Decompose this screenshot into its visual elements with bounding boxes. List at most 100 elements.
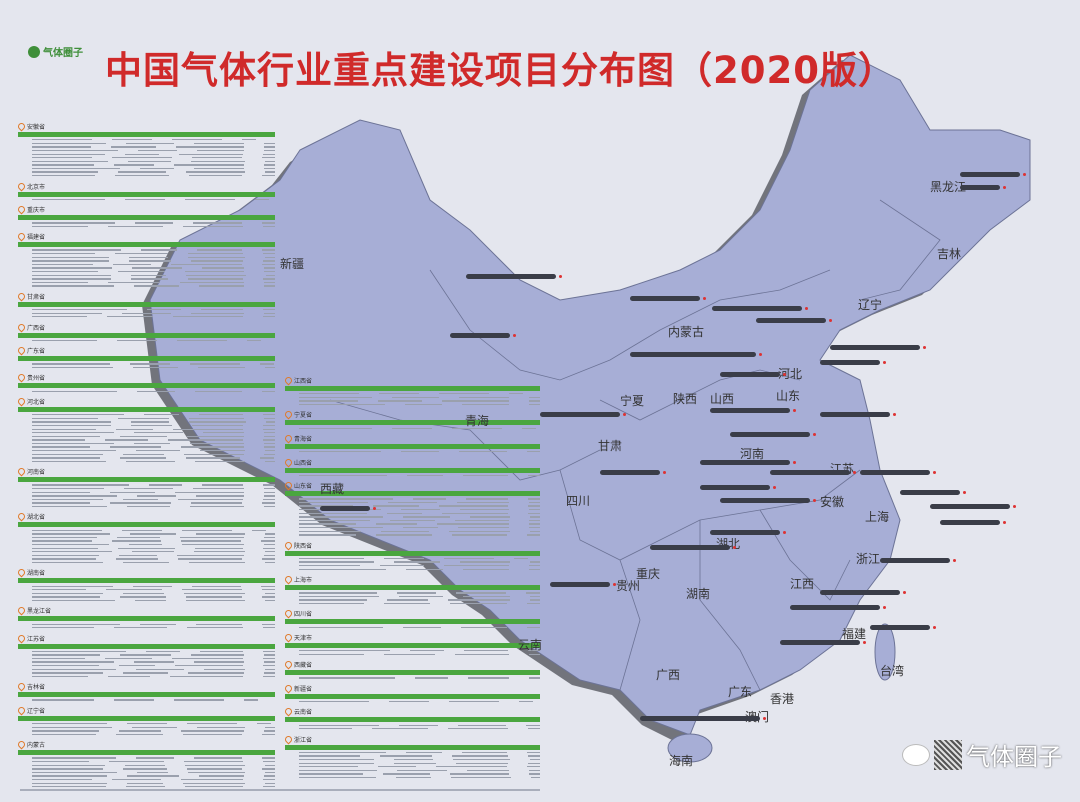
table-row	[18, 252, 275, 256]
province-name: 安徽省	[27, 124, 46, 131]
location-pin-icon	[16, 605, 27, 616]
table-header	[285, 744, 540, 750]
table-row	[18, 362, 275, 366]
table-row	[18, 584, 275, 588]
project-marker-icon	[805, 307, 808, 310]
table-row	[18, 438, 276, 442]
project-callout	[720, 498, 810, 503]
table-row	[285, 598, 540, 602]
table-row	[18, 413, 275, 417]
province-table: 湖北省	[16, 512, 276, 564]
table-row	[285, 512, 540, 516]
table-row	[18, 225, 276, 229]
table-row	[285, 564, 540, 568]
province-name: 四川省	[294, 611, 313, 619]
project-callout	[650, 545, 730, 550]
table-row	[285, 649, 541, 653]
table-header	[18, 132, 275, 137]
location-pin-icon	[16, 466, 27, 477]
table-row	[18, 259, 275, 263]
table-row	[18, 785, 275, 789]
table-row	[18, 698, 275, 702]
project-callout	[630, 296, 700, 301]
province-name: 湖南省	[27, 570, 46, 578]
province-table: 四川省	[283, 608, 540, 629]
table-row	[18, 483, 275, 487]
table-row	[18, 435, 275, 439]
table-row	[285, 396, 540, 400]
project-marker-icon	[373, 507, 376, 510]
province-name: 河北省	[27, 399, 46, 406]
table-row	[18, 505, 275, 509]
project-callout	[900, 490, 960, 495]
location-pin-icon	[16, 512, 27, 522]
project-marker-icon	[783, 373, 786, 376]
project-marker-icon	[783, 531, 786, 534]
table-row	[18, 722, 275, 726]
location-pin-icon	[16, 567, 27, 578]
table-header	[18, 616, 275, 622]
table-row	[285, 533, 540, 537]
project-callout	[712, 306, 802, 311]
table-row	[285, 602, 540, 606]
location-pin-icon	[16, 681, 27, 692]
table-header	[285, 467, 540, 473]
province-name: 广东省	[27, 348, 46, 356]
table-header	[285, 670, 540, 676]
province-table: 北京市	[16, 181, 275, 202]
table-row	[18, 668, 275, 672]
project-callout	[880, 558, 950, 563]
china-mainland	[149, 54, 1031, 736]
province-name: 新疆省	[294, 685, 313, 693]
project-marker-icon	[863, 641, 866, 644]
location-pin-icon	[16, 705, 27, 716]
location-pin-icon	[16, 739, 27, 750]
location-pin-icon	[16, 345, 27, 356]
project-callout	[320, 506, 370, 511]
project-callout	[960, 172, 1020, 177]
table-row	[18, 536, 276, 540]
table-row	[18, 774, 275, 778]
project-callout	[756, 318, 826, 323]
province-name: 宁夏省	[294, 412, 313, 420]
project-callout	[820, 590, 900, 595]
project-marker-icon	[773, 486, 776, 489]
table-row	[18, 781, 275, 785]
project-marker-icon	[759, 353, 762, 356]
table-row	[18, 424, 275, 428]
project-marker-icon	[793, 409, 796, 412]
province-table: 河北省	[16, 396, 276, 463]
project-marker-icon	[933, 471, 936, 474]
table-header	[18, 356, 275, 362]
table-row	[18, 149, 275, 153]
table-row	[18, 308, 275, 312]
table-row	[18, 174, 276, 178]
table-row	[18, 487, 275, 491]
province-name: 重庆市	[27, 207, 46, 215]
table-row	[285, 769, 540, 773]
location-pin-icon	[283, 683, 294, 694]
province-table: 上海市	[283, 574, 540, 606]
project-marker-icon	[733, 546, 736, 549]
table-row	[18, 339, 275, 343]
table-row	[285, 595, 540, 599]
table-header	[285, 585, 540, 591]
table-header	[285, 619, 540, 625]
project-callout	[686, 352, 756, 357]
province-name: 上海市	[294, 577, 313, 585]
province-name: 黑龙江省	[27, 608, 52, 616]
project-callout	[960, 185, 1000, 190]
table-row	[18, 767, 275, 771]
table-row	[18, 554, 276, 558]
project-callout	[780, 640, 860, 645]
table-row	[18, 445, 275, 449]
project-callout	[450, 333, 510, 338]
province-table: 贵州省	[16, 372, 275, 393]
table-row	[18, 491, 275, 495]
table-row	[18, 622, 275, 626]
table-row	[18, 284, 276, 288]
table-row	[18, 546, 275, 550]
project-callout	[790, 605, 880, 610]
table-row	[18, 277, 276, 281]
table-header	[18, 191, 275, 197]
